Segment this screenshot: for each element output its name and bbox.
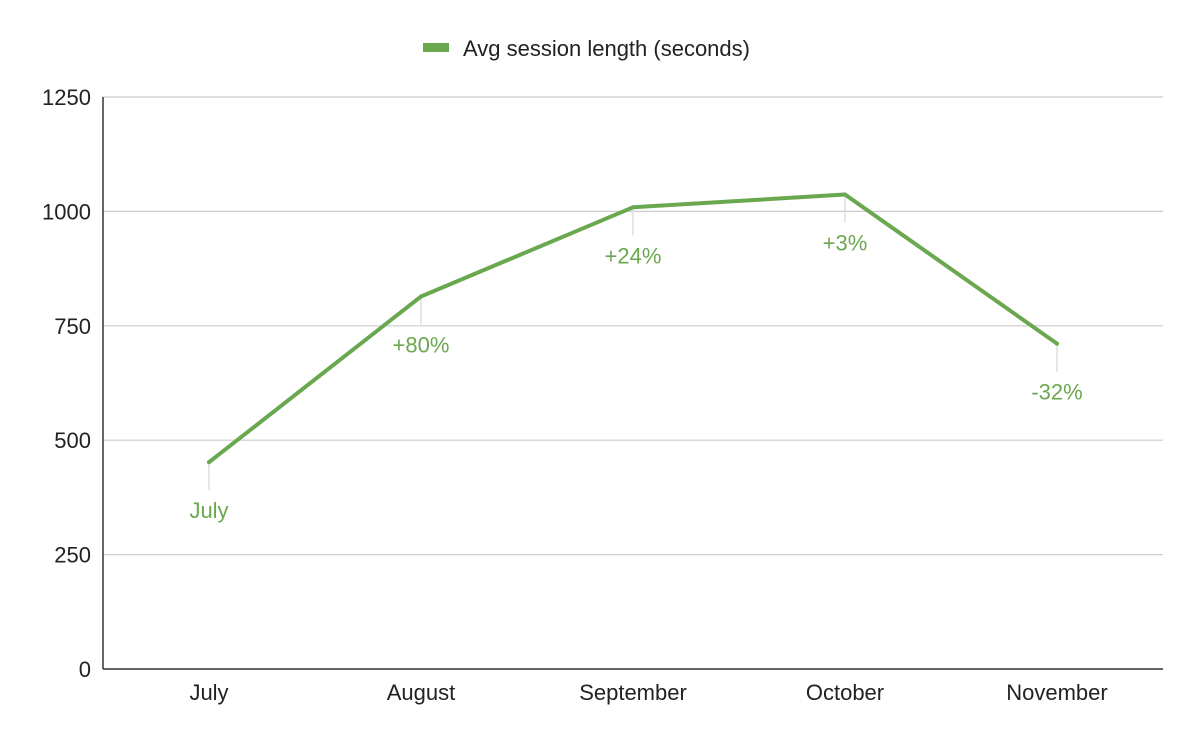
y-tick-label: 250 [54,543,91,568]
label-leader-lines [208,194,1058,491]
legend: Avg session length (seconds) [423,36,750,61]
data-label: +24% [605,243,662,268]
x-tick-label: September [579,680,687,705]
legend-label: Avg session length (seconds) [463,36,750,61]
data-label: -32% [1031,380,1082,405]
y-tick-label: 0 [79,657,91,682]
x-tick-label: July [189,680,228,705]
gridlines [103,96,1163,556]
x-tick-label: October [806,680,884,705]
series-line-group [207,192,1059,465]
x-axis-ticks: July August September October November [189,680,1107,705]
data-label: July [189,498,228,523]
data-point [843,192,847,197]
x-tick-label: November [1006,680,1107,705]
y-tick-label: 750 [54,314,91,339]
data-point [631,205,635,210]
data-point [419,294,423,299]
data-label: +3% [823,230,868,255]
y-axis-ticks: 0 250 500 750 1000 1250 [42,85,91,682]
axes [102,97,1163,670]
data-point [207,460,211,465]
y-tick-label: 1250 [42,85,91,110]
data-point [1055,341,1059,346]
y-tick-label: 1000 [42,199,91,224]
data-labels: July +80% +24% +3% -32% [189,230,1082,523]
data-label: +80% [393,333,450,358]
legend-swatch [423,43,449,52]
y-tick-label: 500 [54,428,91,453]
x-tick-label: August [387,680,456,705]
